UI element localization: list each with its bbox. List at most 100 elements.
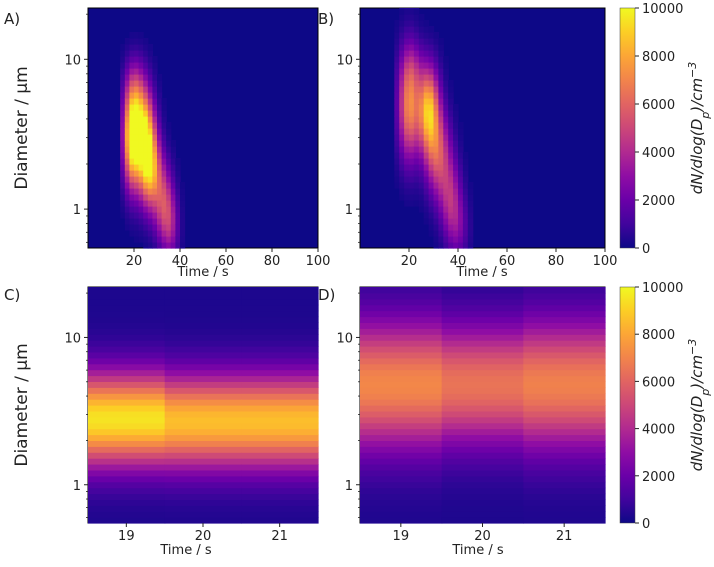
heatmap-cell — [413, 194, 420, 201]
heatmap-cell — [448, 104, 454, 111]
heatmap-cell — [143, 50, 149, 57]
heatmap-cell — [120, 152, 126, 159]
heatmap-cell — [241, 292, 319, 300]
heatmap-cell — [138, 158, 144, 165]
heatmap-cell — [147, 242, 153, 249]
heatmap-cell — [88, 292, 166, 300]
heatmap-cell — [164, 292, 242, 300]
heatmap-cell — [441, 469, 524, 477]
heatmap-cell — [394, 44, 400, 51]
heatmap-cell — [438, 200, 444, 207]
colorbar-top-label: dN/dlog(Dp)/cm−3 — [686, 62, 712, 195]
heatmap-cell — [164, 287, 242, 294]
heatmap-cell — [164, 316, 242, 323]
heatmap-cell — [164, 393, 242, 400]
heatmap-cell — [394, 80, 400, 87]
heatmap-cell — [453, 164, 459, 171]
heatmap-cell — [360, 328, 443, 335]
heatmap-cell — [404, 122, 410, 129]
heatmap-cell — [413, 200, 420, 207]
heatmap-cell — [448, 212, 454, 219]
colorbar-tick-label: 2000 — [642, 470, 675, 485]
heatmap-cell — [394, 116, 400, 123]
colorbar-bottom-ticks: 0 2000 4000 6000 8000 10000 — [635, 281, 683, 532]
heatmap-cell — [443, 86, 449, 93]
heatmap-cell — [161, 218, 167, 225]
heatmap-cell — [523, 446, 606, 453]
heatmap-cell — [143, 68, 149, 75]
heatmap-cell — [152, 224, 158, 231]
colorbar-top-bar — [619, 7, 636, 249]
heatmap-cell — [241, 399, 319, 406]
heatmap-cell — [88, 487, 166, 495]
heatmap-cell — [418, 20, 425, 27]
heatmap-cell — [404, 14, 410, 21]
heatmap-cell — [462, 206, 469, 213]
heatmap-cell — [448, 206, 454, 213]
heatmap-cell — [404, 152, 410, 159]
colorbar-tick-label: 8000 — [642, 50, 675, 65]
heatmap-cell — [170, 206, 176, 213]
heatmap-cell — [241, 481, 319, 489]
heatmap-cell — [241, 446, 319, 453]
heatmap-cell — [423, 92, 430, 99]
heatmap-cell — [134, 32, 140, 39]
heatmap-cell — [404, 32, 410, 39]
panel-c-label: C) — [4, 286, 20, 304]
heatmap-cell — [120, 80, 126, 87]
heatmap-cell — [438, 86, 444, 93]
heatmap-cell — [147, 56, 153, 63]
heatmap-cell — [443, 218, 449, 225]
heatmap-cell — [175, 182, 181, 189]
heatmap-cell — [441, 475, 524, 483]
heatmap-cell — [241, 346, 319, 353]
heatmap-cell — [138, 68, 144, 75]
heatmap-cell — [88, 405, 166, 412]
heatmap-cell — [423, 104, 430, 111]
heatmap-cell — [88, 363, 166, 371]
heatmap-cell — [423, 56, 430, 63]
heatmap-cell — [170, 182, 176, 189]
heatmap-cell — [120, 68, 126, 75]
heatmap-cell — [394, 140, 400, 147]
heatmap-cell — [418, 44, 425, 51]
heatmap-cell — [124, 50, 130, 57]
heatmap-cell — [438, 182, 444, 189]
heatmap-cell — [428, 62, 435, 69]
heatmap-cell — [124, 212, 130, 219]
heatmap-cell — [129, 206, 135, 213]
heatmap-cell — [129, 194, 135, 201]
heatmap-cell — [399, 110, 405, 117]
heatmap-cell — [170, 146, 176, 153]
heatmap-cell — [124, 140, 130, 147]
heatmap-cell — [441, 310, 524, 318]
heatmap-cell — [120, 134, 126, 141]
heatmap-cell — [409, 32, 415, 39]
heatmap-cell — [404, 68, 410, 75]
heatmap-cell — [523, 310, 606, 318]
heatmap-cell — [404, 44, 410, 51]
heatmap-cell — [129, 80, 135, 87]
heatmap-cell — [404, 158, 410, 165]
heatmap-cell — [399, 98, 405, 105]
heatmap-cell — [523, 369, 606, 377]
heatmap-cell — [443, 200, 449, 207]
heatmap-cell — [152, 98, 158, 105]
heatmap-cell — [399, 8, 405, 15]
panel-b-x-axis-label: Time / s — [455, 265, 507, 280]
heatmap-cell — [409, 38, 415, 45]
heatmap-cell — [166, 212, 172, 219]
heatmap-cell — [161, 242, 167, 249]
heatmap-cell — [129, 218, 135, 225]
heatmap-cell — [438, 176, 444, 183]
heatmap-cell — [120, 104, 126, 111]
heatmap-cell — [404, 110, 410, 117]
heatmap-cell — [399, 50, 405, 57]
heatmap-cell — [170, 200, 176, 207]
heatmap-cell — [413, 146, 420, 153]
heatmap-cell — [409, 26, 415, 33]
heatmap-cell — [147, 152, 153, 159]
heatmap-cell — [433, 122, 439, 129]
heatmap-cell — [418, 128, 425, 135]
heatmap-cell — [120, 164, 126, 171]
